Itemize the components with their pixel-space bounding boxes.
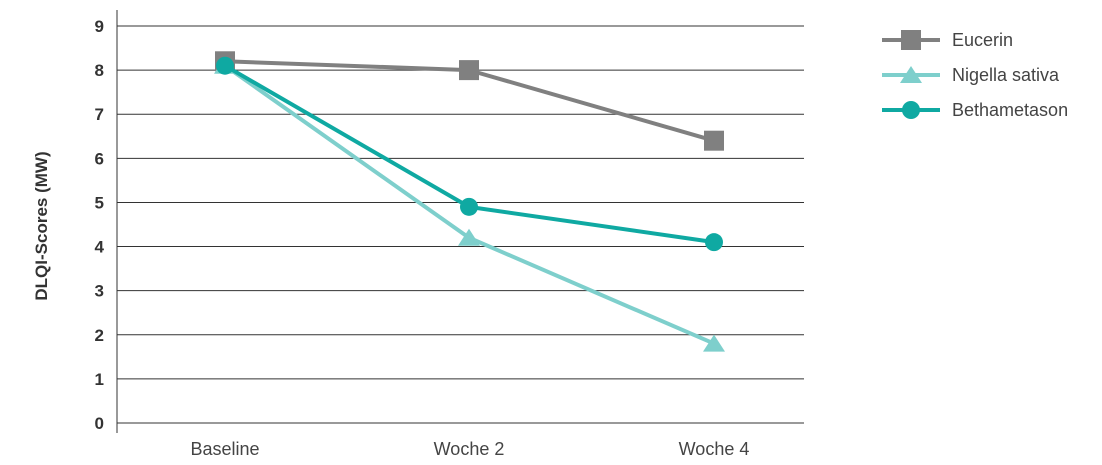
series-group <box>214 51 725 352</box>
y-tick-label: 3 <box>95 282 104 301</box>
legend-label: Bethametason <box>952 100 1068 120</box>
data-point-square <box>459 60 479 81</box>
legend-label: Nigella sativa <box>952 65 1060 85</box>
data-point-triangle <box>458 228 480 246</box>
legend-marker-circle <box>902 101 920 119</box>
y-tick-label: 6 <box>95 149 104 168</box>
axes <box>116 10 804 433</box>
data-point-triangle <box>703 334 725 352</box>
x-tick-labels: Baseline Woche 2 Woche 4 <box>190 439 749 459</box>
y-tick-label: 0 <box>95 414 104 433</box>
y-tick-label: 4 <box>95 238 105 257</box>
legend: Eucerin Nigella sativa Bethametason <box>882 30 1068 120</box>
data-point-circle <box>705 233 723 252</box>
x-tick-label: Woche 4 <box>679 439 750 459</box>
y-tick-label: 1 <box>95 370 104 389</box>
y-tick-labels: 0 1 2 3 4 5 6 7 8 9 <box>95 17 105 433</box>
legend-item: Eucerin <box>882 30 1013 50</box>
data-point-square <box>704 130 724 151</box>
series-bethametason <box>216 56 723 252</box>
legend-marker-square <box>901 30 921 50</box>
x-tick-label: Baseline <box>190 439 259 459</box>
legend-item: Nigella sativa <box>882 65 1060 85</box>
x-tick-label: Woche 2 <box>434 439 505 459</box>
data-point-circle <box>460 197 478 216</box>
y-tick-label: 9 <box>95 17 104 36</box>
legend-item: Bethametason <box>882 100 1068 120</box>
legend-label: Eucerin <box>952 30 1013 50</box>
series-eucerin <box>215 51 724 151</box>
y-tick-label: 2 <box>95 326 104 345</box>
y-axis-label: DLQI-Scores (MW) <box>32 151 51 300</box>
legend-marker-triangle <box>900 66 922 83</box>
y-tick-label: 8 <box>95 61 104 80</box>
data-point-circle <box>216 56 234 75</box>
y-tick-label: 5 <box>95 193 104 212</box>
y-tick-label: 7 <box>95 105 104 124</box>
